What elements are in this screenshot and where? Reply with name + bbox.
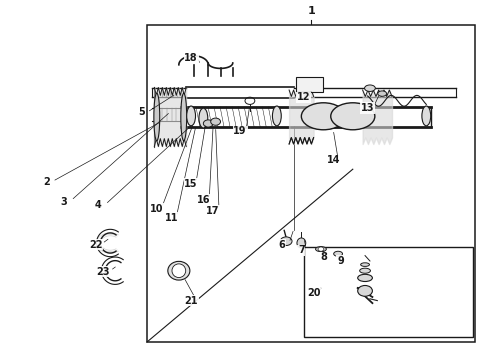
Text: 4: 4 [95, 200, 101, 210]
Text: 2: 2 [43, 177, 50, 187]
Text: 11: 11 [165, 213, 178, 223]
Ellipse shape [168, 261, 190, 280]
Text: 5: 5 [139, 107, 146, 117]
Text: 6: 6 [278, 240, 285, 250]
Text: 13: 13 [361, 103, 374, 113]
Text: 15: 15 [184, 179, 198, 189]
Text: 17: 17 [206, 206, 220, 216]
Ellipse shape [154, 93, 160, 141]
Text: 21: 21 [184, 296, 198, 306]
Ellipse shape [358, 274, 372, 282]
Ellipse shape [301, 103, 345, 130]
Ellipse shape [297, 238, 306, 248]
Ellipse shape [199, 108, 208, 128]
Ellipse shape [360, 268, 370, 273]
Text: 1: 1 [307, 6, 315, 16]
Bar [304, 247, 473, 337]
Text: 22: 22 [89, 240, 102, 250]
Ellipse shape [422, 106, 431, 126]
Circle shape [318, 247, 324, 251]
Ellipse shape [172, 264, 186, 278]
Text: 18: 18 [184, 53, 198, 63]
Circle shape [358, 285, 372, 296]
Ellipse shape [334, 251, 343, 256]
Ellipse shape [187, 106, 196, 126]
Ellipse shape [272, 106, 281, 126]
Text: 7: 7 [298, 245, 305, 255]
Text: 10: 10 [150, 204, 164, 214]
Text: 19: 19 [233, 126, 247, 136]
Text: 3: 3 [60, 197, 67, 207]
Text: 9: 9 [337, 256, 344, 266]
Ellipse shape [361, 263, 369, 266]
Bar [147, 25, 475, 342]
Ellipse shape [365, 85, 375, 91]
Circle shape [211, 118, 220, 125]
Text: 16: 16 [196, 195, 210, 205]
Ellipse shape [331, 103, 375, 130]
Bar [296, 77, 323, 92]
Text: 20: 20 [307, 288, 320, 298]
Circle shape [203, 120, 213, 127]
Circle shape [280, 237, 292, 246]
Text: 23: 23 [96, 267, 110, 277]
Ellipse shape [316, 247, 326, 252]
Ellipse shape [181, 93, 187, 141]
Ellipse shape [378, 91, 387, 96]
Text: 14: 14 [326, 155, 340, 165]
Text: 8: 8 [320, 252, 327, 262]
Text: 12: 12 [297, 92, 311, 102]
